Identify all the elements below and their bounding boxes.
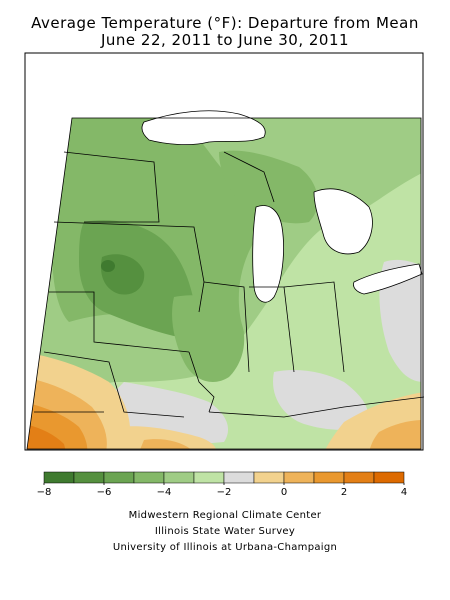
lake-huron	[313, 188, 373, 255]
legend-tick-labels: −8−6−4−20246	[37, 483, 407, 498]
border-wisconsin-michigan	[223, 151, 275, 203]
legend-swatch	[133, 471, 165, 484]
zone-plus-4-sw	[27, 424, 66, 449]
zone-plus-2-se	[369, 420, 421, 449]
legend-tick-label: 4	[401, 487, 407, 498]
border-iowa-north	[53, 221, 205, 313]
legend-swatch	[73, 471, 105, 484]
temperature-departure-map	[24, 52, 424, 451]
map-title-line1: Average Temperature (°F): Departure from…	[31, 14, 419, 32]
zone-illinois	[172, 295, 245, 382]
legend-tick-label: −4	[157, 487, 172, 498]
map-boundary	[26, 117, 422, 450]
great-lakes	[141, 110, 423, 303]
legend-tick-label: 0	[281, 487, 287, 498]
legend-swatch	[223, 471, 255, 484]
lake-superior	[141, 110, 266, 146]
border-kentucky-tennessee	[208, 396, 424, 418]
credit-line1: Midwestern Regional Climate Center	[128, 510, 322, 521]
legend-swatches	[43, 471, 405, 484]
border-illinois-wisconsin	[203, 281, 250, 373]
legend-tick-label: 2	[341, 487, 347, 498]
legend-swatch	[193, 471, 225, 484]
border-nebraska-iowa	[49, 291, 190, 353]
legend-swatch	[43, 471, 75, 484]
anomaly-field	[27, 118, 421, 449]
legend-swatch	[373, 471, 405, 484]
color-scale-legend: −8−6−4−20246	[37, 471, 407, 498]
state-boundaries	[34, 151, 424, 418]
legend-swatch	[253, 471, 285, 484]
legend-swatch	[103, 471, 135, 484]
border-minnesota-dakota	[63, 151, 160, 223]
legend-tick-label: −6	[97, 487, 112, 498]
legend-swatch	[313, 471, 345, 484]
zone-minus-6	[101, 260, 115, 272]
credit-line3: University of Illinois at Urbana-Champai…	[112, 542, 338, 553]
legend-swatch	[283, 471, 315, 484]
map-title-line2: June 22, 2011 to June 30, 2011	[100, 31, 350, 49]
legend-tick-label: −8	[37, 487, 52, 498]
zone-neutral-east	[379, 259, 421, 382]
border-kansas-missouri	[43, 351, 185, 418]
border-ohio-indiana	[283, 281, 345, 373]
legend-swatch	[343, 471, 375, 484]
credit-line2: Illinois State Water Survey	[154, 526, 296, 537]
zone-wisconsin	[219, 150, 318, 224]
lake-michigan	[252, 205, 284, 303]
border-missouri-illinois	[188, 351, 215, 413]
lake-erie	[353, 263, 423, 295]
legend-tick-label: −2	[217, 487, 232, 498]
legend-swatch	[163, 471, 195, 484]
